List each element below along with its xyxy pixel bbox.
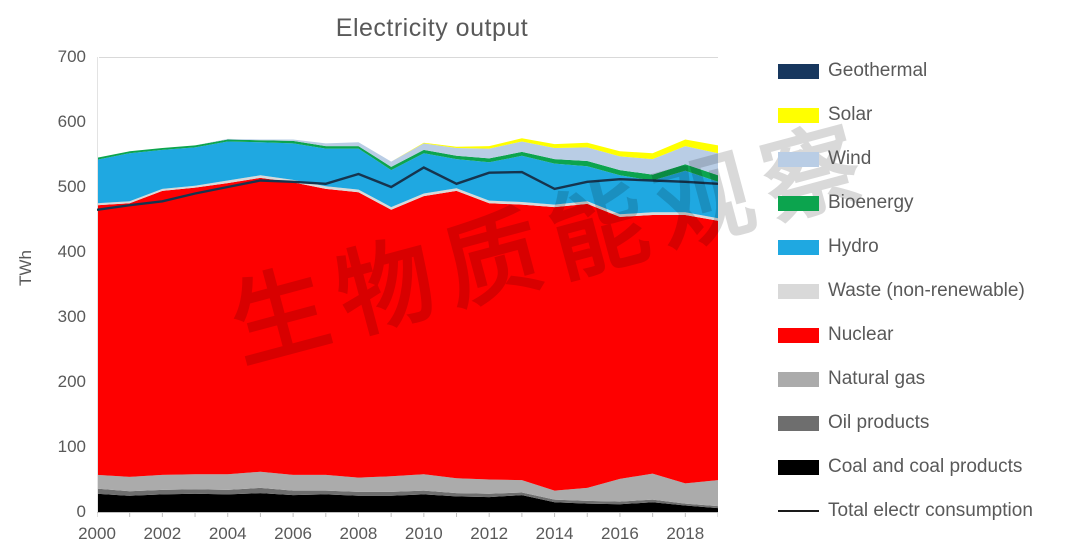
legend-item-wind: Wind	[778, 137, 1078, 181]
legend-label: Oil products	[828, 412, 930, 433]
legend-item-nuclear: Nuclear	[778, 313, 1078, 357]
legend-item-oil-products: Oil products	[778, 401, 1078, 445]
legend-color-swatch	[778, 63, 819, 79]
y-tick-label: 600	[57, 112, 86, 131]
legend-color-swatch	[778, 459, 819, 475]
legend-label: Total electr consumption	[828, 500, 1033, 521]
legend-item-waste: Waste (non-renewable)	[778, 269, 1078, 313]
y-tick-label: 0	[76, 502, 86, 521]
area-nuclear	[97, 177, 718, 491]
y-tick-label: 700	[57, 47, 86, 66]
legend-label: Wind	[828, 148, 872, 169]
area-oil	[97, 487, 718, 509]
x-tick-label: 2006	[274, 524, 312, 543]
chart-title: Electricity output	[335, 14, 529, 42]
plot-svg	[96, 57, 719, 517]
legend-item-coal: Coal and coal products	[778, 445, 1078, 489]
legend-label: Solar	[828, 104, 873, 125]
legend-label: Geothermal	[828, 60, 928, 81]
x-tick-label: 2008	[339, 524, 378, 543]
area-solar	[97, 138, 718, 162]
area-wind	[97, 138, 718, 176]
x-tick-label: 2018	[666, 524, 705, 543]
y-axis-label: TWh	[16, 250, 35, 286]
y-tick-label: 500	[57, 177, 86, 196]
legend-label: Natural gas	[828, 368, 926, 389]
x-tick-label: 2004	[208, 524, 247, 543]
legend-color-swatch	[778, 239, 819, 255]
legend-color-swatch	[778, 283, 819, 299]
legend-label: Hydro	[828, 236, 879, 257]
legend-color-swatch	[778, 107, 819, 123]
legend-item-hydro: Hydro	[778, 225, 1078, 269]
x-tick-label: 2002	[143, 524, 182, 543]
x-tick-label: 2014	[535, 524, 574, 543]
area-bioenergy	[97, 139, 718, 182]
x-tick-label: 2010	[404, 524, 443, 543]
legend-item-bioenergy: Bioenergy	[778, 181, 1078, 225]
x-tick-label: 2012	[470, 524, 509, 543]
legend-color-swatch	[778, 327, 819, 343]
x-tick-label: 2016	[601, 524, 639, 543]
x-tick-label: 2000	[78, 524, 116, 543]
legend-color-swatch	[778, 415, 819, 431]
legend-item-natural-gas: Natural gas	[778, 357, 1078, 401]
area-gas	[97, 471, 718, 507]
legend: Geothermal Solar Wind Bioenergy Hydro Waste (…	[778, 49, 1078, 533]
area-coal	[97, 493, 718, 512]
total-consumption-line	[96, 166, 719, 211]
legend-label: Waste (non-renewable)	[828, 280, 1025, 301]
plot-area	[96, 57, 719, 527]
y-tick-label: 100	[57, 437, 86, 456]
area-hydro	[97, 141, 718, 219]
legend-color-swatch	[778, 371, 819, 387]
legend-item-total-consumption: Total electr consumption	[778, 489, 1078, 533]
y-tick-label: 200	[57, 372, 86, 391]
legend-color-swatch	[778, 151, 819, 167]
legend-label: Nuclear	[828, 324, 894, 345]
y-tick-label: 400	[57, 242, 86, 261]
legend-label: Coal and coal products	[828, 456, 1023, 477]
legend-item-solar: Solar	[778, 93, 1078, 137]
legend-line-swatch	[778, 510, 819, 512]
y-tick-label: 300	[57, 307, 86, 326]
legend-label: Bioenergy	[828, 192, 914, 213]
legend-item-geothermal: Geothermal	[778, 49, 1078, 93]
legend-color-swatch	[778, 195, 819, 211]
